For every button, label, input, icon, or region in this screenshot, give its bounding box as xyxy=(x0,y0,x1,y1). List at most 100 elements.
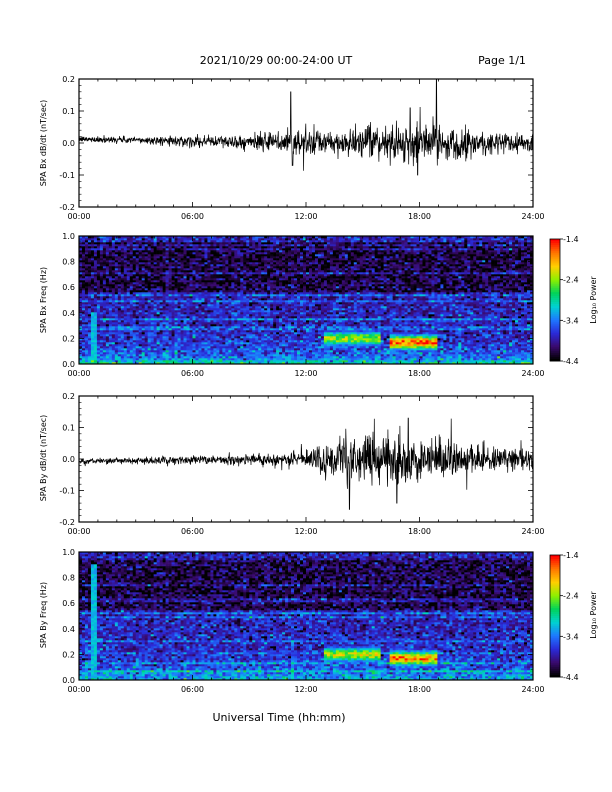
spectrogram-cell xyxy=(297,334,301,337)
spectrogram-cell xyxy=(102,238,107,241)
spectrogram-cell xyxy=(79,236,83,239)
spectrogram-cell xyxy=(210,338,214,341)
spectrogram-cell xyxy=(138,310,143,313)
spectrogram-cell xyxy=(84,276,89,279)
spectrogram-cell xyxy=(297,284,301,287)
spectrogram-cell xyxy=(171,284,175,287)
spectrogram-cell xyxy=(222,282,226,285)
spectrogram-cell xyxy=(186,284,190,287)
spectrogram-cell xyxy=(123,286,128,289)
spectrogram-cell xyxy=(186,340,190,343)
spectrogram-cell xyxy=(252,300,256,303)
spectrogram-cell xyxy=(297,354,301,357)
spectrogram-cell xyxy=(294,244,298,247)
spectrogram-cell xyxy=(120,252,125,255)
spectrogram-cell xyxy=(249,248,253,251)
spectrogram-cell xyxy=(276,312,280,315)
spectrogram-cell xyxy=(222,256,226,259)
spectrogram-cell xyxy=(285,246,289,249)
spectrogram-cell xyxy=(288,350,292,353)
spectrogram-cell xyxy=(84,300,89,303)
spectrogram-cell xyxy=(180,296,184,299)
spectrogram-cell xyxy=(306,318,310,321)
spectrogram-cell xyxy=(252,306,256,309)
spectrogram-cell xyxy=(87,298,92,301)
spectrogram-cell xyxy=(255,346,259,349)
spectrogram-cell xyxy=(264,330,268,333)
spectrogram-cell xyxy=(120,314,125,317)
spectrogram-cell xyxy=(285,248,289,251)
spectrogram-cell xyxy=(123,262,128,265)
spectrogram-cell xyxy=(231,360,235,363)
spectrogram-cell xyxy=(222,244,226,247)
spectrogram-cell xyxy=(267,306,271,309)
spectrogram-cell xyxy=(189,320,193,323)
spectrogram-cell xyxy=(84,254,89,257)
spectrogram-cell xyxy=(90,250,95,253)
spectrogram-cell xyxy=(225,274,229,277)
spectrogram-cell xyxy=(216,248,220,251)
spectrogram-cell xyxy=(171,248,175,251)
spectrogram-cell xyxy=(288,356,292,359)
spectrogram-cell xyxy=(288,300,292,303)
spectrogram-cell xyxy=(111,292,116,295)
spectrogram-cell xyxy=(183,286,187,289)
spectrogram-cell xyxy=(168,310,172,313)
spectrogram-cell xyxy=(96,304,101,307)
spectrogram-cell xyxy=(165,236,169,239)
spectrogram-cell xyxy=(297,264,301,267)
spectrogram-cell xyxy=(213,342,217,345)
spectrogram-cell xyxy=(79,256,83,259)
spectrogram-cell xyxy=(246,310,250,313)
spectrogram-cell xyxy=(177,316,181,319)
spectrogram-cell xyxy=(153,288,157,291)
spectrogram-cell xyxy=(159,340,163,343)
spectrogram-cell xyxy=(282,300,286,303)
spectrogram-cell xyxy=(222,332,226,335)
spectrogram-cell xyxy=(276,350,280,353)
spectrogram-cell xyxy=(99,286,104,289)
spectrogram-cell xyxy=(198,252,202,255)
spectrogram-cell xyxy=(204,302,208,305)
spectrogram-cell xyxy=(255,260,259,263)
spectrogram-cell xyxy=(228,358,232,361)
x-tick-label: 24:00 xyxy=(521,212,544,221)
spectrogram-cell xyxy=(168,328,172,331)
spectrogram-cell xyxy=(117,298,122,301)
spectrogram-cell xyxy=(117,236,122,239)
spectrogram-cell xyxy=(276,336,280,339)
spectrogram-cell xyxy=(240,308,244,311)
spectrogram-cell xyxy=(222,270,226,273)
spectrogram-cell xyxy=(294,298,298,301)
spectrogram-cell xyxy=(144,252,148,255)
spectrogram-cell xyxy=(120,316,125,319)
spectrogram-cell xyxy=(111,354,116,357)
spectrogram-cell xyxy=(270,296,274,299)
spectrogram-cell xyxy=(165,338,169,341)
spectrogram-cell xyxy=(174,262,178,265)
spectrogram-cell xyxy=(111,286,116,289)
spectrogram-cell xyxy=(90,344,95,347)
spectrogram-cell xyxy=(243,338,247,341)
spectrogram-cell xyxy=(201,248,205,251)
spectrogram-cell xyxy=(273,324,277,327)
spectrogram-cell xyxy=(213,290,217,293)
spectrogram-cell xyxy=(180,352,184,355)
spectrogram-cell xyxy=(234,252,238,255)
spectrogram-cell xyxy=(291,356,295,359)
spectrogram-cell xyxy=(132,294,137,297)
spectrogram-cell xyxy=(105,322,110,325)
spectrogram-cell xyxy=(291,310,295,313)
spectrogram-cell xyxy=(216,290,220,293)
spectrogram-cell xyxy=(147,324,151,327)
spectrogram-cell xyxy=(300,360,304,363)
spectrogram-cell xyxy=(138,304,143,307)
spectrogram-cell xyxy=(129,326,134,329)
spectrogram-cell xyxy=(132,258,137,261)
spectrogram-cell xyxy=(114,304,119,307)
spectrogram-cell xyxy=(126,324,131,327)
spectrogram-cell xyxy=(234,272,238,275)
spectrogram-cell xyxy=(234,344,238,347)
spectrogram-cell xyxy=(249,310,253,313)
spectrogram-cell xyxy=(243,348,247,351)
